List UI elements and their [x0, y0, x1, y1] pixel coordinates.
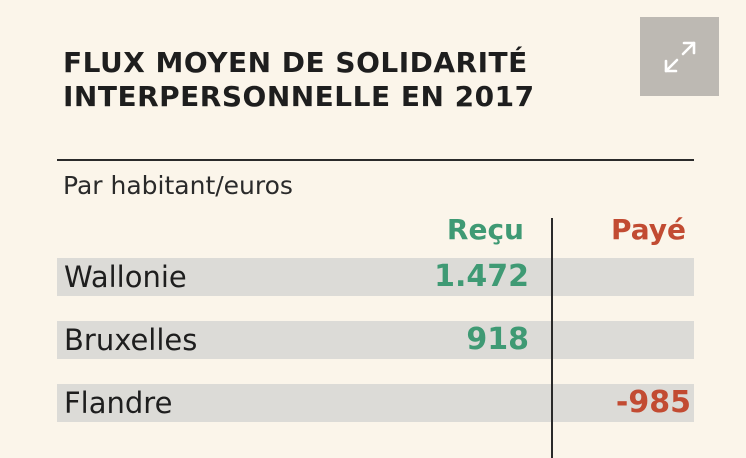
expand-arrows-icon	[664, 41, 695, 72]
header-rule	[57, 159, 694, 161]
table-row-flandre: Flandre -985	[57, 384, 694, 422]
value-paye: -985	[615, 385, 691, 420]
region-name: Wallonie	[64, 260, 187, 294]
region-name: Bruxelles	[64, 323, 198, 357]
column-header-recu: Reçu	[446, 213, 524, 246]
page-title: FLUX MOYEN DE SOLIDARITÉ INTERPERSONNELL…	[63, 46, 643, 114]
table-row-bruxelles: Bruxelles 918	[57, 321, 694, 359]
title-line-2: INTERPERSONNELLE EN 2017	[63, 80, 535, 113]
value-recu: 1.472	[434, 259, 529, 294]
title-line-1: FLUX MOYEN DE SOLIDARITÉ	[63, 46, 528, 79]
column-header-paye: Payé	[610, 213, 686, 246]
unit-label: Par habitant/euros	[63, 171, 293, 200]
column-divider	[551, 218, 553, 458]
expand-button[interactable]	[640, 17, 719, 96]
region-name: Flandre	[64, 386, 173, 420]
value-recu: 918	[466, 322, 529, 357]
table-row-wallonie: Wallonie 1.472	[57, 258, 694, 296]
